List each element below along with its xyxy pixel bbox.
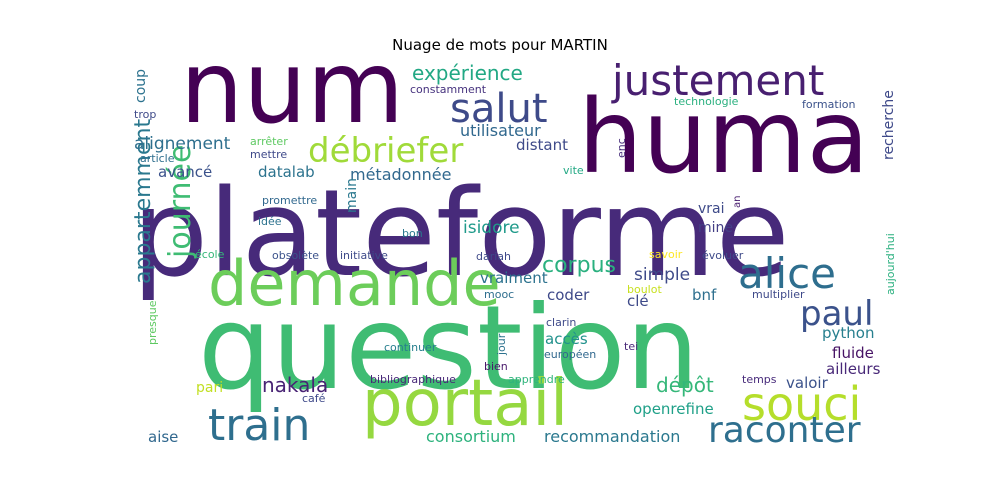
cloud-word: corpus [542, 253, 616, 278]
cloud-word: promettre [262, 194, 317, 207]
cloud-word: café [302, 392, 326, 405]
cloud-word: dariah [476, 250, 511, 263]
cloud-word: utilisateur [460, 121, 541, 140]
cloud-word: datalab [258, 163, 315, 181]
cloud-word: aujourd'hui [884, 233, 897, 295]
cloud-word: constamment [410, 83, 487, 96]
cloud-word: coder [547, 286, 590, 304]
cloud-word: simple [634, 265, 690, 285]
cloud-word: plateforme [132, 165, 790, 304]
cloud-word: avancé [158, 163, 212, 181]
cloud-word: distant [516, 136, 568, 154]
cloud-word: consortium [426, 427, 516, 446]
cloud-word: débriefer [308, 131, 463, 171]
cloud-word: apprendre [508, 373, 565, 386]
cloud-word: initiative [340, 249, 388, 262]
cloud-word: clarin [546, 316, 576, 329]
cloud-word: tei [624, 340, 638, 353]
cloud-word: vraiment [480, 269, 548, 287]
cloud-word: alice [738, 249, 836, 298]
cloud-word: bnf [692, 286, 717, 304]
cloud-word: train [208, 400, 310, 451]
cloud-word: accès [545, 330, 588, 348]
cloud-word: souci [742, 377, 861, 431]
cloud-word: mettre [250, 148, 287, 161]
cloud-word: fluide [832, 344, 874, 362]
cloud-word: paul [800, 294, 873, 334]
cloud-word: obsolète [272, 249, 319, 262]
cloud-word: demande [208, 247, 501, 320]
cloud-word: openrefine [633, 400, 714, 418]
cloud-word: évoluer [702, 249, 744, 262]
cloud-word: presque [146, 300, 159, 345]
cloud-word: européen [544, 348, 596, 361]
cloud-word: bon [402, 227, 423, 240]
cloud-word: temps [742, 373, 777, 386]
cloud-word: vite [563, 164, 584, 177]
cloud-word: mooc [484, 288, 514, 301]
cloud-word: question [198, 281, 699, 416]
cloud-word: main [344, 178, 360, 213]
cloud-word: continuer [384, 341, 437, 354]
cloud-word: journée [163, 145, 198, 259]
cloud-word: idée [258, 215, 282, 228]
cloud-word: portail [362, 367, 568, 441]
cloud-word: bibliographique [370, 373, 456, 386]
cloud-word: article [140, 152, 175, 165]
cloud-word: arrêter [250, 135, 288, 148]
cloud-word: isidore [463, 218, 520, 238]
cloud-word: savoir [649, 248, 683, 261]
cloud-word: aise [148, 428, 178, 446]
cloud-word: expérience [412, 61, 523, 85]
cloud-title: Nuage de mots pour MARTIN [392, 36, 608, 54]
cloud-word: pari [196, 380, 223, 396]
cloud-word: technologie [674, 95, 739, 108]
cloud-word: raconter [708, 410, 861, 451]
cloud-word: recherche [881, 90, 897, 160]
cloud-word: boulot [627, 283, 662, 296]
cloud-word: recommandation [544, 427, 680, 446]
cloud-word: an [732, 196, 743, 208]
cloud-word: enc [615, 138, 628, 158]
cloud-word: ailleurs [826, 360, 881, 378]
cloud-word: alignement [134, 134, 231, 154]
cloud-word: huma [578, 78, 869, 197]
cloud-word: coup [133, 69, 149, 103]
cloud-word: multiplier [752, 288, 805, 301]
cloud-word: vrai [698, 201, 725, 217]
cloud-word: école [195, 248, 225, 261]
cloud-word: python [822, 324, 874, 342]
cloud-word: appartemment [131, 119, 156, 284]
cloud-word: salut [450, 86, 548, 132]
cloud-word: formation [802, 98, 855, 111]
cloud-word: mine [698, 220, 733, 236]
cloud-word: dépôt [656, 373, 714, 397]
cloud-word: jour [495, 333, 508, 356]
cloud-word: trop [134, 108, 156, 121]
cloud-word: clé [627, 292, 649, 310]
cloud-word: num [180, 29, 404, 146]
cloud-word: justement [611, 56, 824, 105]
cloud-word: nakala [262, 373, 328, 397]
cloud-word: bien [484, 360, 508, 373]
cloud-word: métadonnée [350, 165, 451, 184]
cloud-word: valoir [786, 374, 829, 392]
